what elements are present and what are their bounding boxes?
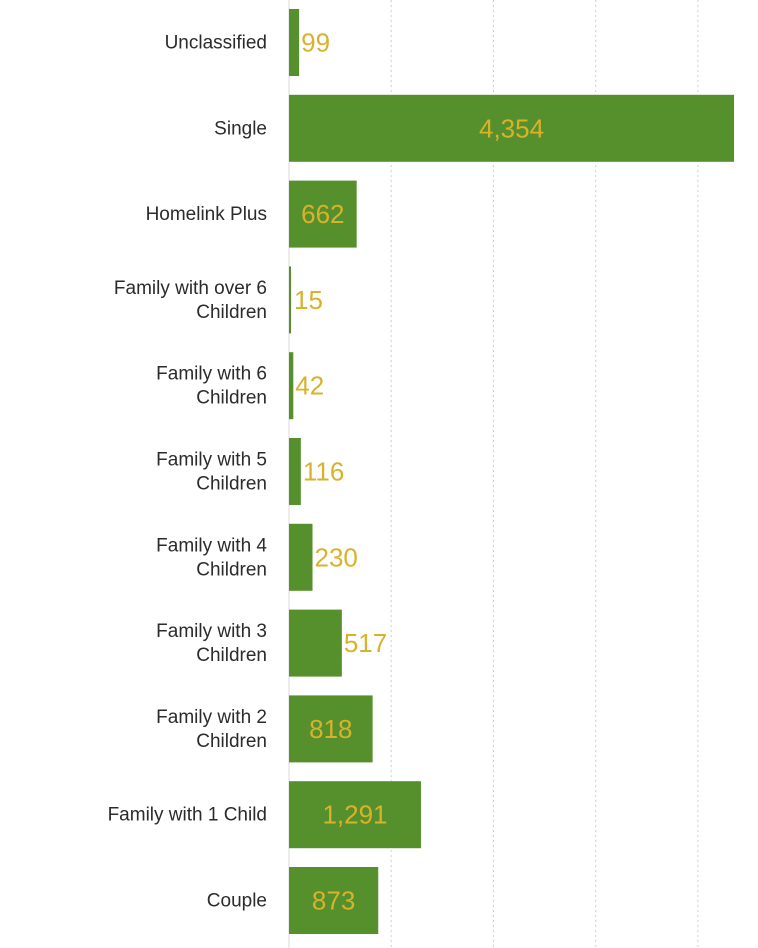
value-label-single: 4,354 xyxy=(479,113,544,143)
category-label-family-with-6-children: Family with 6 Children xyxy=(156,364,267,409)
bar-homelink-plus xyxy=(289,180,357,248)
category-label-family-with-4-children: Family with 4 Children xyxy=(156,535,267,580)
value-label-couple: 873 xyxy=(312,886,355,916)
value-label-family-with-6-children: 42 xyxy=(295,371,324,401)
bar-single xyxy=(289,94,735,162)
category-label-family-with-3-children: Family with 3 Children xyxy=(156,621,267,666)
value-label-unclassified: 99 xyxy=(301,28,330,58)
value-label-family-with-2-children: 818 xyxy=(309,714,352,744)
bar-family-with-2-children xyxy=(289,695,373,763)
category-label-family-with-1-child: Family with 1 Child xyxy=(108,805,267,826)
bar-family-with-over-6-children xyxy=(289,266,291,334)
value-label-family-with-over-6-children: 15 xyxy=(294,285,323,315)
category-label-family-with-5-children: Family with 5 Children xyxy=(156,450,267,495)
category-label-homelink-plus: Homelink Plus xyxy=(146,204,267,225)
category-label-unclassified: Unclassified xyxy=(165,33,267,54)
category-labels: Unclassified Single Homelink Plus Family wi… xyxy=(108,33,268,912)
value-label-homelink-plus: 662 xyxy=(301,199,344,229)
bar-family-with-1-child xyxy=(289,781,421,849)
bar-family-with-5-children xyxy=(289,438,301,505)
category-label-family-with-2-children: Family with 2 Children xyxy=(156,707,267,752)
bar-family-with-6-children xyxy=(289,352,294,420)
value-label-family-with-3-children: 517 xyxy=(344,628,387,658)
bar-family-with-3-children xyxy=(289,609,342,677)
value-label-family-with-4-children: 230 xyxy=(315,542,358,572)
category-label-single: Single xyxy=(214,118,267,139)
value-label-family-with-5-children: 116 xyxy=(303,457,344,487)
bar-family-with-4-children xyxy=(289,523,313,591)
bar-unclassified xyxy=(289,9,300,76)
value-label-family-with-1-child: 1,291 xyxy=(322,800,387,830)
category-label-family-with-over-6-children: Family with over 6 Children xyxy=(114,278,267,323)
category-label-couple: Couple xyxy=(207,891,267,912)
bars xyxy=(289,9,735,934)
value-labels: 99 4,354 662 15 42 116 230 517 818 1,291 873 xyxy=(294,28,544,916)
bar-couple xyxy=(289,867,379,934)
